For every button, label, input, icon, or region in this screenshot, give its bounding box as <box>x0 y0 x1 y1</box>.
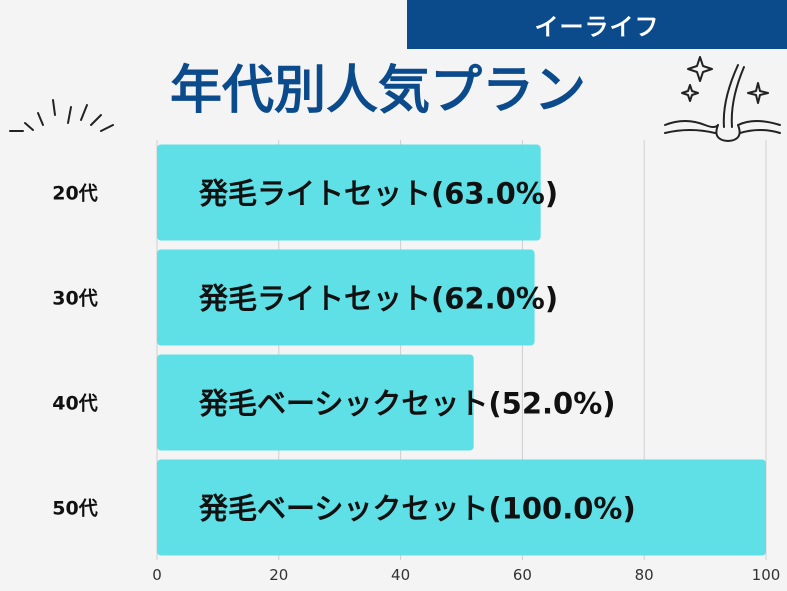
x-tick-label: 0 <box>152 566 162 584</box>
x-tick-label: 80 <box>635 566 654 584</box>
category-label: 50代 <box>52 498 97 520</box>
data-label: 発毛ベーシックセット(100.0%) <box>198 492 636 526</box>
sparkle-rays-icon <box>9 99 114 132</box>
x-tick-label: 100 <box>752 566 781 584</box>
x-tick-label: 60 <box>513 566 532 584</box>
data-label: 発毛ライトセット(63.0%) <box>198 177 558 211</box>
brand-banner: イーライフ <box>407 0 787 49</box>
x-tick-label: 40 <box>391 566 410 584</box>
bar <box>157 144 541 241</box>
bar <box>157 249 535 346</box>
hair-follicle-icon <box>664 56 781 142</box>
category-label: 20代 <box>52 183 97 205</box>
x-tick-label: 20 <box>269 566 288 584</box>
category-label: 30代 <box>52 288 97 310</box>
category-label: 40代 <box>52 393 97 415</box>
chart-title: 年代別人気プラン <box>170 61 587 121</box>
data-label: 発毛ライトセット(62.0%) <box>198 282 558 316</box>
brand-name: イーライフ <box>534 13 660 41</box>
bar <box>157 459 766 556</box>
data-label: 発毛ベーシックセット(52.0%) <box>198 387 616 421</box>
bar <box>157 354 474 451</box>
